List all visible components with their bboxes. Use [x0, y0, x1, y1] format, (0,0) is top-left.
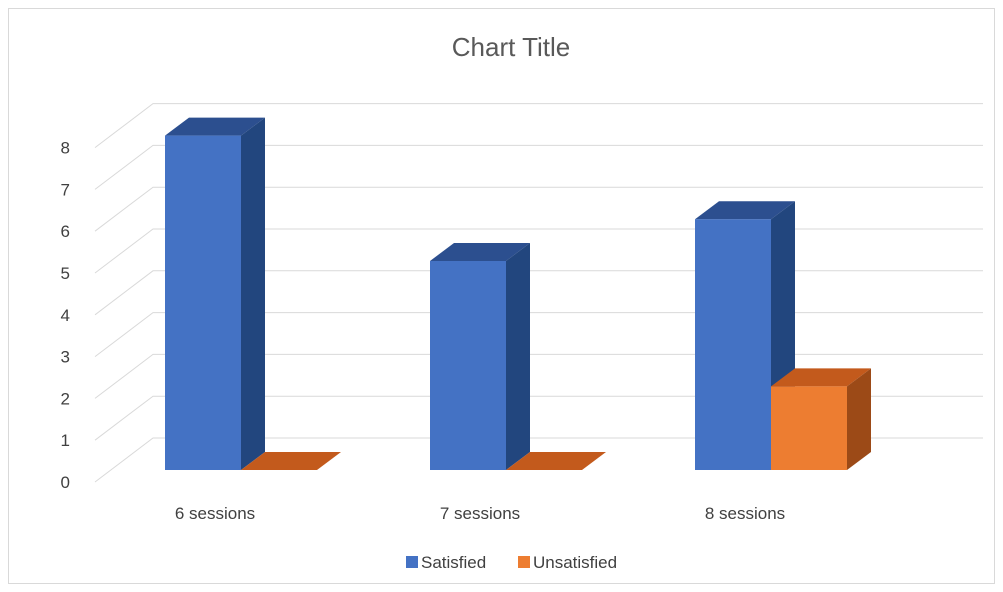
category-label: 6 sessions — [175, 504, 255, 523]
bar-unsatisfied-1 — [241, 452, 341, 470]
gridline — [94, 103, 983, 148]
legend: Satisfied Unsatisfied — [406, 553, 617, 572]
bar-unsatisfied-3 — [771, 368, 871, 470]
bar-top-face — [165, 117, 265, 136]
gridline — [94, 186, 983, 232]
bar-top-face — [771, 368, 871, 387]
bar-front-face — [695, 219, 771, 470]
y-tick-label: 0 — [61, 473, 70, 492]
legend-swatch — [518, 556, 530, 568]
gridline — [94, 144, 983, 190]
category-labels: 6 sessions 7 sessions 8 sessions — [175, 504, 785, 523]
bar-side-face — [241, 117, 265, 470]
bar-top-face — [430, 243, 530, 261]
y-tick-label: 6 — [61, 222, 70, 241]
legend-label: Unsatisfied — [533, 553, 617, 572]
y-tick-label: 1 — [61, 431, 70, 450]
bar-top-face — [241, 452, 341, 470]
bars — [165, 117, 871, 470]
bar-satisfied-1 — [165, 117, 265, 470]
bar-satisfied-2 — [430, 243, 530, 470]
bar-front-face — [165, 135, 241, 470]
bar-top-face — [695, 201, 795, 220]
y-tick-label: 7 — [61, 180, 70, 199]
y-axis-ticks: 0 1 2 3 4 5 6 7 8 — [61, 139, 70, 492]
legend-label: Satisfied — [421, 553, 486, 572]
bar-side-face — [506, 243, 530, 470]
bar-front-face — [430, 261, 506, 470]
y-tick-label: 5 — [61, 264, 70, 283]
category-label: 8 sessions — [705, 504, 785, 523]
chart-title: Chart Title — [452, 32, 571, 62]
legend-swatch — [406, 556, 418, 568]
y-tick-label: 3 — [61, 348, 70, 367]
category-label: 7 sessions — [440, 504, 520, 523]
bar-front-face — [771, 386, 847, 470]
bar-top-face — [506, 452, 606, 470]
bar-side-face — [847, 368, 871, 470]
y-tick-label: 8 — [61, 139, 70, 158]
y-tick-label: 2 — [61, 389, 70, 408]
y-tick-label: 4 — [61, 306, 70, 325]
bar-unsatisfied-2 — [506, 452, 606, 470]
